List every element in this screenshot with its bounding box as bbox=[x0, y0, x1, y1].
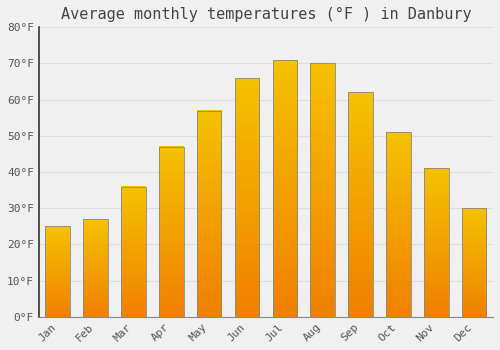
Title: Average monthly temperatures (°F ) in Danbury: Average monthly temperatures (°F ) in Da… bbox=[60, 7, 471, 22]
